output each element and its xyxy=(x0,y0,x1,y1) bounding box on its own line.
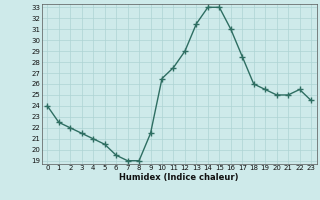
X-axis label: Humidex (Indice chaleur): Humidex (Indice chaleur) xyxy=(119,173,239,182)
